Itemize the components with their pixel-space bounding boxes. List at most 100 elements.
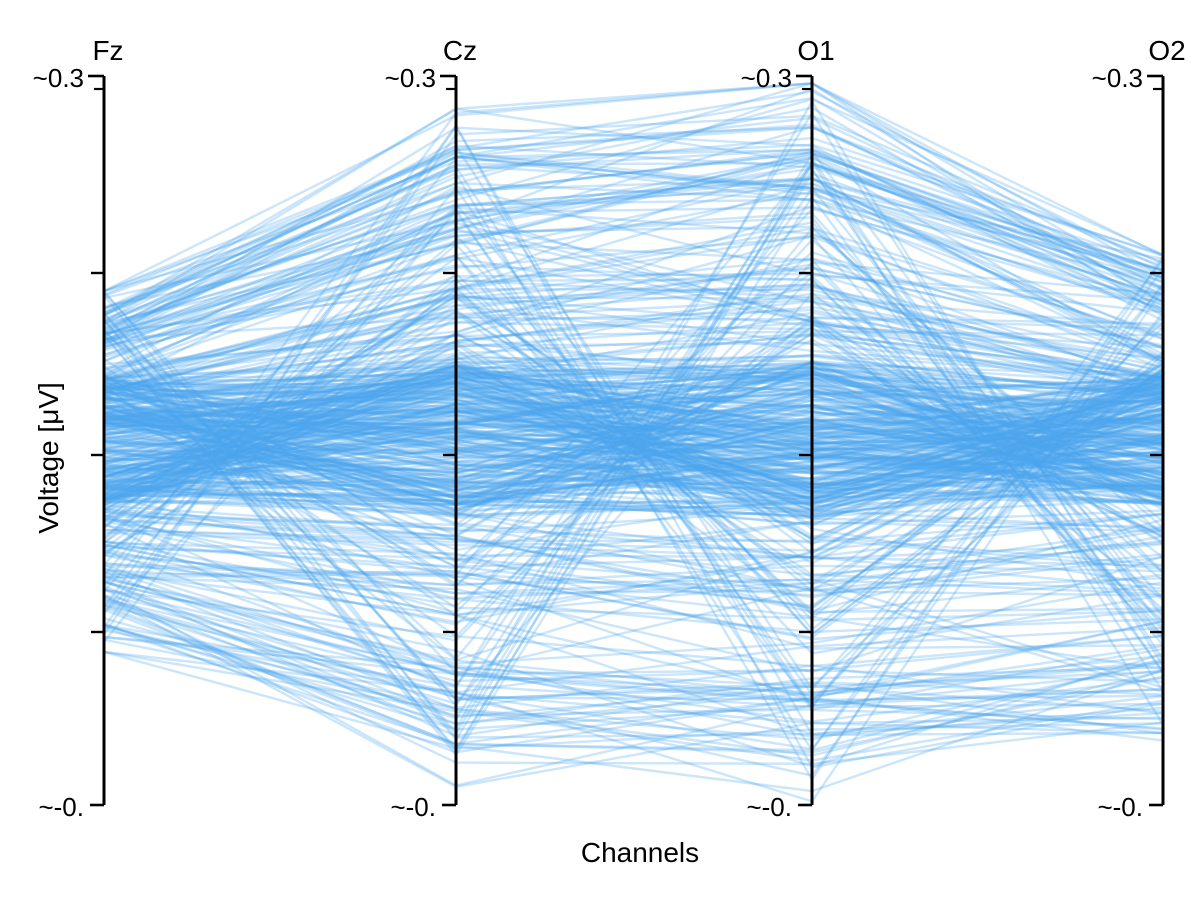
data-line <box>103 308 1164 546</box>
data-line <box>103 466 1164 515</box>
data-line <box>103 366 1164 420</box>
data-line <box>103 382 1164 464</box>
data-line <box>103 333 1164 537</box>
data-line <box>103 395 1164 461</box>
data-line <box>103 386 1164 500</box>
data-line <box>103 605 1164 745</box>
data-line <box>103 410 1164 481</box>
data-line <box>103 366 1164 439</box>
data-line <box>103 406 1164 498</box>
data-line <box>103 387 1164 484</box>
data-line <box>103 177 1164 356</box>
data-line <box>103 629 1164 725</box>
data-line <box>103 361 1164 529</box>
data-line <box>103 321 1164 404</box>
data-line <box>103 456 1164 488</box>
data-line <box>103 311 1164 751</box>
data-line <box>103 147 1164 316</box>
data-line <box>103 368 1164 490</box>
data-line <box>103 381 1164 520</box>
data-line <box>103 364 1164 540</box>
data-line <box>103 482 1164 503</box>
data-line <box>103 407 1164 436</box>
data-line <box>103 364 1164 460</box>
data-line <box>103 322 1164 518</box>
data-line <box>103 531 1164 567</box>
data-line <box>103 508 1164 562</box>
data-line <box>103 385 1164 487</box>
data-line <box>103 295 1164 597</box>
data-line <box>103 234 1164 646</box>
data-line <box>103 638 1164 741</box>
data-line <box>103 150 1164 617</box>
data-line <box>103 386 1164 442</box>
data-line <box>103 374 1164 504</box>
data-line <box>103 279 1164 336</box>
data-line <box>103 412 1164 499</box>
data-line <box>103 353 1164 417</box>
data-line <box>103 311 1164 388</box>
data-line <box>103 553 1164 587</box>
data-line <box>103 360 1164 506</box>
data-line <box>103 257 1164 529</box>
data-line <box>103 405 1164 520</box>
data-line <box>103 267 1164 392</box>
data-line <box>103 126 1164 293</box>
data-line <box>103 549 1164 694</box>
data-line <box>103 227 1164 529</box>
data-line <box>103 334 1164 609</box>
data-line <box>103 409 1164 505</box>
data-line <box>103 396 1164 579</box>
data-line <box>103 176 1164 529</box>
data-line <box>103 285 1164 380</box>
data-line <box>103 570 1164 757</box>
data-line <box>103 389 1164 493</box>
data-line <box>103 284 1164 393</box>
data-line <box>103 334 1164 496</box>
data-line <box>103 421 1164 466</box>
data-line <box>103 474 1164 533</box>
data-line <box>103 372 1164 477</box>
data-line <box>103 151 1164 296</box>
data-line <box>103 403 1164 488</box>
data-line <box>103 217 1164 362</box>
data-line <box>103 254 1164 707</box>
data-line <box>103 365 1164 466</box>
data-line <box>103 331 1164 570</box>
data-line <box>103 408 1164 500</box>
data-line <box>103 388 1164 480</box>
data-line <box>103 397 1164 512</box>
data-line <box>103 580 1164 702</box>
data-line <box>103 271 1164 526</box>
data-line <box>103 327 1164 620</box>
data-line <box>103 422 1164 490</box>
data-line <box>103 390 1164 495</box>
data-line <box>103 512 1164 614</box>
data-line <box>103 361 1164 478</box>
data-line <box>103 408 1164 487</box>
data-line <box>103 387 1164 489</box>
data-line <box>103 207 1164 588</box>
data-line <box>103 382 1164 506</box>
data-line <box>103 266 1164 382</box>
data-line <box>103 510 1164 590</box>
data-line <box>103 366 1164 499</box>
data-line <box>103 148 1164 316</box>
data-line <box>103 440 1164 467</box>
data-line <box>103 207 1164 752</box>
data-line <box>103 579 1164 719</box>
data-line <box>103 412 1164 552</box>
data-line <box>103 411 1164 506</box>
data-line <box>103 374 1164 502</box>
data-line <box>103 360 1164 475</box>
data-line <box>103 136 1164 298</box>
data-line <box>103 585 1164 725</box>
data-line <box>103 445 1164 517</box>
data-line <box>103 408 1164 440</box>
data-line <box>103 427 1164 445</box>
data-line <box>103 381 1164 513</box>
data-line <box>103 124 1164 769</box>
data-line <box>103 577 1164 768</box>
data-line <box>103 380 1164 498</box>
data-line <box>103 377 1164 505</box>
